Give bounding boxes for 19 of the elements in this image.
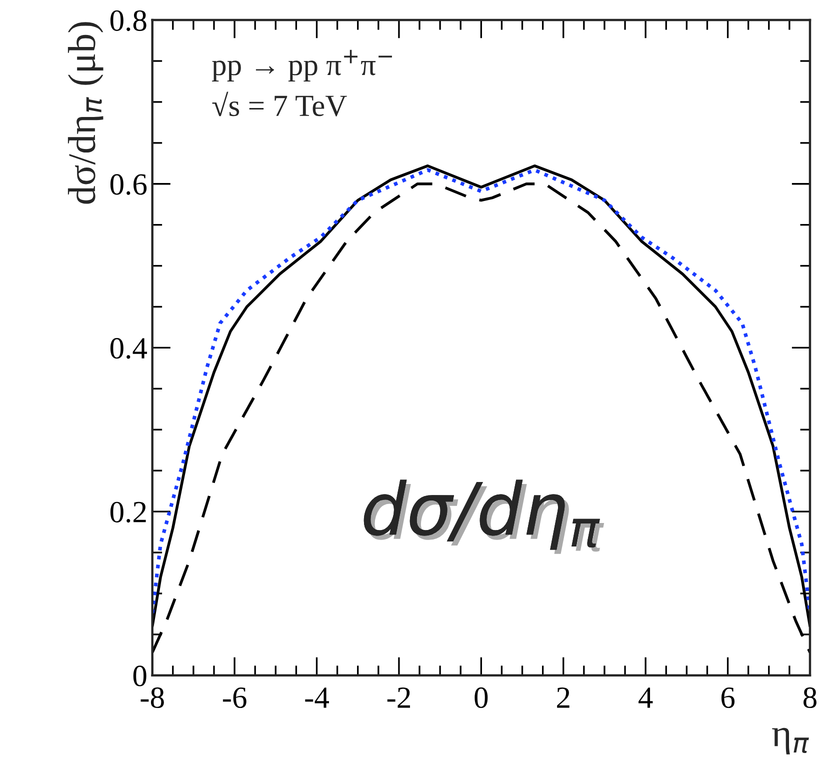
annotation: dσ/dη$_{π}$ <box>364 480 604 554</box>
y-tick-label: 0.8 <box>110 10 146 32</box>
x-tick-label: 8 <box>804 687 816 708</box>
x-tick-label: -4 <box>305 688 329 708</box>
x-tick-label: -2 <box>387 687 410 708</box>
y-tick-label: 0.2 <box>110 502 146 523</box>
x-tick-label: 6 <box>721 687 735 708</box>
x-axis-title: η$_{π}$ <box>772 728 809 754</box>
y-tick-label: 0.4 <box>110 338 147 359</box>
x-tick-label: -6 <box>222 687 246 708</box>
annotation: √s = 7 TeV <box>212 92 347 116</box>
annotation: pp → pp π$^{+}$π$^{−}$ <box>212 50 392 82</box>
x-tick-label: 0 <box>474 687 488 708</box>
y-axis-title: dσ/dη$_{π}$ (μb) <box>68 22 104 204</box>
x-tick-label: 4 <box>638 688 653 708</box>
x-tick-label: 2 <box>557 687 570 708</box>
x-tick-label: -8 <box>140 687 164 708</box>
y-tick-label: 0 <box>133 666 146 686</box>
y-tick-label: 0.6 <box>110 174 147 195</box>
